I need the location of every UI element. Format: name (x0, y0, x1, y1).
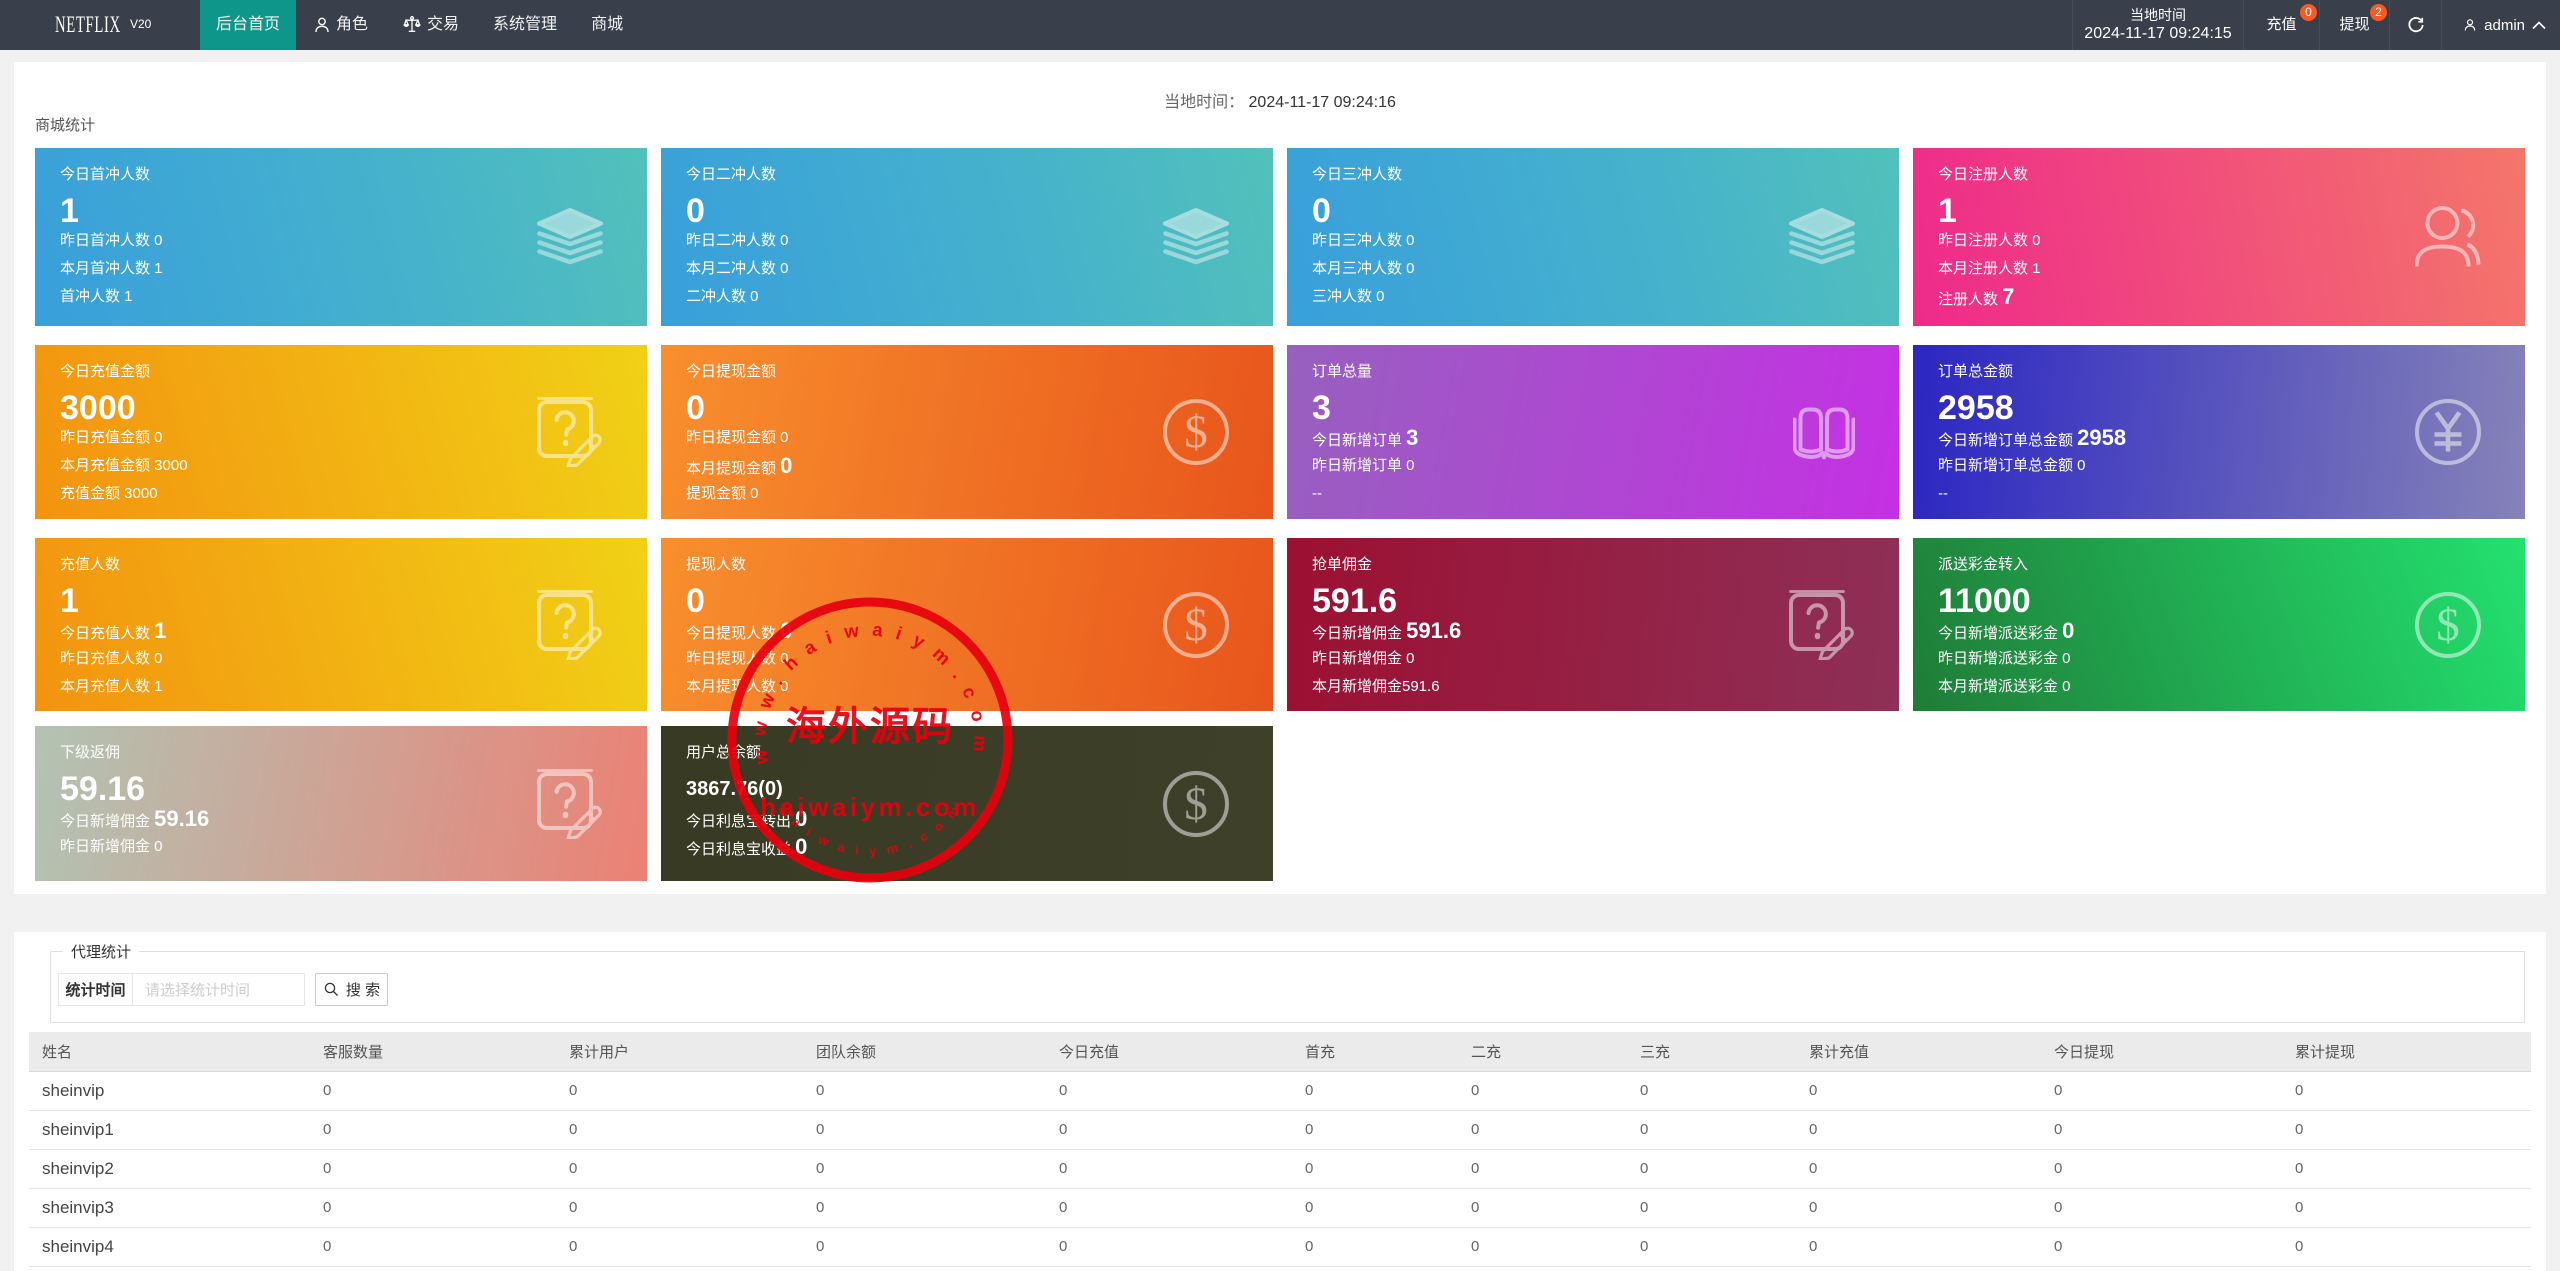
svg-text:haiwaiym.com: haiwaiym.com (760, 792, 980, 822)
svg-text:海外源码: 海外源码 (786, 705, 954, 749)
